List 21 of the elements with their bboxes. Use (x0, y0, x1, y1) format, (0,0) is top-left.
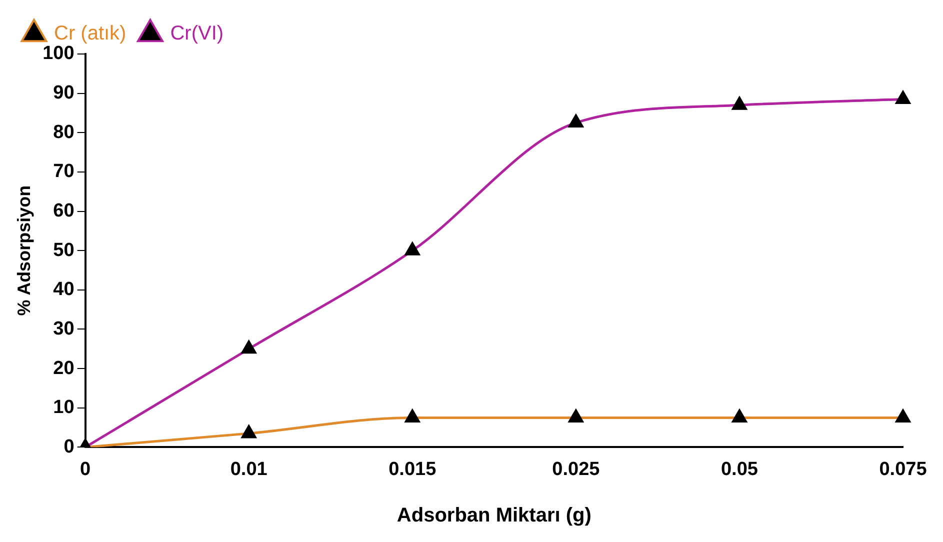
legend-label: Cr(VI) (170, 22, 224, 45)
y-tick-label: 100 (42, 43, 74, 64)
x-tick-label: 0.05 (720, 458, 758, 480)
x-tick-label: 0.075 (879, 458, 928, 480)
y-tick-label: 30 (53, 318, 74, 340)
y-tick-label: 50 (53, 240, 74, 261)
x-tick-label: 0.015 (388, 458, 437, 480)
y-tick-label: 0 (64, 436, 74, 458)
y-tick-label: 70 (53, 161, 74, 182)
y-tick-label: 10 (53, 397, 74, 418)
y-tick-label: 20 (53, 358, 74, 379)
x-tick-label: 0.025 (552, 458, 600, 480)
legend-label: Cr (atık) (54, 22, 126, 45)
x-tick-label: 0.01 (230, 458, 268, 480)
y-tick-label: 40 (53, 279, 74, 300)
y-axis-title: % Adsorpsiyon (14, 185, 34, 316)
x-tick-label: 0 (80, 458, 91, 480)
x-axis-title: Adsorban Miktarı (g) (396, 504, 592, 527)
y-tick-label: 90 (53, 82, 74, 104)
y-tick-label: 80 (53, 122, 74, 143)
y-tick-label: 60 (53, 200, 74, 222)
